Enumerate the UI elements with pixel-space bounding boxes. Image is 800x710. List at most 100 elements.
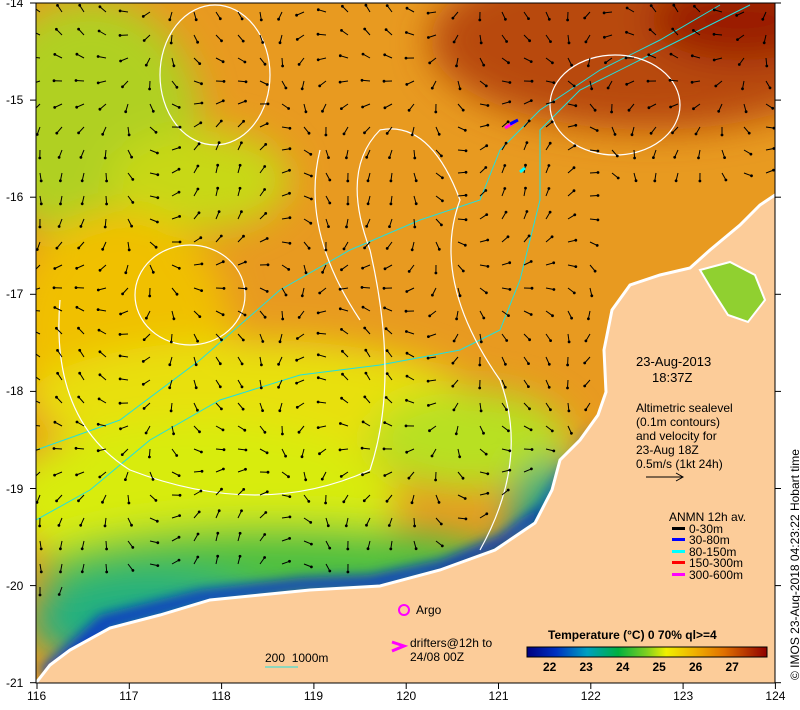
velocity-arrow-head (177, 266, 181, 270)
velocity-arrow-head (479, 409, 483, 413)
velocity-arrow-head (530, 467, 533, 471)
velocity-arrow-head (316, 400, 320, 404)
velocity-arrow-head (295, 381, 298, 385)
velocity-arrow-head (596, 171, 600, 174)
velocity-arrow-head (437, 132, 441, 136)
velocity-arrow-head (451, 384, 455, 388)
velocity-arrow-head (154, 245, 158, 249)
velocity-arrow-head (265, 490, 269, 494)
velocity-arrow-head (363, 131, 366, 135)
velocity-arrow-head (361, 105, 364, 109)
velocity-arrow-head (55, 395, 58, 399)
velocity-arrow-head (297, 63, 301, 66)
velocity-arrow-head (646, 79, 650, 83)
sealevel-contours (58, 4, 681, 551)
velocity-arrow-head (671, 131, 674, 135)
velocity-arrow-head (281, 432, 284, 436)
velocity-arrow-head (220, 487, 223, 491)
velocity-arrow-head (295, 38, 299, 41)
velocity-arrow-head (31, 424, 34, 427)
velocity-arrow-head (169, 41, 173, 45)
velocity-arrow-head (649, 4, 653, 7)
velocity-arrow-head (196, 408, 199, 412)
velocity-arrow-head (362, 499, 366, 503)
colorbar-tick-label: 27 (725, 660, 739, 674)
velocity-arrow-head (404, 309, 408, 313)
altimetry-line: and velocity for (636, 429, 717, 443)
velocity-arrow-head (259, 18, 263, 22)
velocity-arrow-head (346, 202, 350, 206)
velocity-arrow-head (127, 501, 131, 505)
velocity-arrow-head (413, 524, 416, 528)
velocity-arrow-head (458, 87, 462, 91)
velocity-arrow-head (169, 409, 173, 413)
depth-arrow-icon (672, 549, 685, 553)
velocity-arrow-head (295, 405, 299, 409)
velocity-arrow-head (461, 108, 465, 112)
velocity-arrow-head (451, 16, 455, 20)
velocity-arrow-head (504, 141, 508, 145)
velocity-arrow-head (297, 316, 301, 319)
drifters-line: drifters@12h to (410, 636, 493, 650)
velocity-arrow-head (263, 188, 266, 191)
velocity-arrow-head (55, 499, 58, 503)
velocity-arrow-head (479, 41, 483, 45)
velocity-arrow-head (341, 4, 344, 8)
lon-tick-label: 117 (119, 689, 139, 703)
velocity-arrow-head (259, 386, 263, 390)
velocity-arrow-head (74, 286, 78, 289)
anmn-mooring-arrows (504, 118, 526, 174)
altimetry-line: 0.5m/s (1kt 24h) (636, 457, 723, 471)
anmn-depth-label: 80-150m (689, 544, 737, 559)
velocity-arrow-head (485, 213, 489, 217)
velocity-arrow-head (341, 372, 344, 376)
velocity-arrow-head (196, 164, 200, 168)
velocity-arrow-head (241, 338, 245, 342)
argo-label: Argo (416, 603, 442, 617)
velocity-arrow-head (507, 314, 510, 317)
velocity-arrow-head (324, 248, 328, 252)
velocity-arrow-head (221, 260, 225, 264)
velocity-arrow-head (31, 329, 34, 332)
altimetry-line: 23-Aug 18Z (636, 443, 699, 457)
velocity-arrow-head (454, 432, 458, 436)
velocity-arrow-head (238, 163, 242, 167)
velocity-arrow-head (485, 512, 489, 516)
velocity-arrow-head (263, 430, 267, 434)
velocity-arrow-head (606, 86, 610, 90)
velocity-arrow-head (583, 384, 587, 388)
velocity-arrow-head (484, 166, 488, 169)
anmn-legend: ANMN 12h av. 0-30m 30-80m 80-150m 150-300m 3… (669, 511, 746, 581)
velocity-arrow-head (55, 27, 58, 31)
velocity-arrow-head (172, 64, 176, 68)
velocity-arrow-head (463, 497, 467, 500)
velocity-arrow-head (694, 132, 698, 136)
velocity-arrow-head (528, 338, 531, 342)
velocity-arrow-head (196, 187, 200, 191)
velocity-arrow-head (168, 386, 172, 390)
velocity-arrow-head (151, 478, 155, 481)
velocity-arrow-head (177, 190, 181, 194)
velocity-arrow-head (486, 472, 490, 476)
velocity-arrow-head (144, 431, 148, 435)
credit-text: © IMOS 23-Aug-2018 04:23:22 Hobart time (788, 449, 800, 680)
velocity-arrow-head (405, 450, 409, 454)
velocity-arrow-head (547, 385, 551, 389)
velocity-arrow-head (32, 351, 35, 354)
velocity-arrow-head (692, 29, 695, 32)
velocity-arrow-head (177, 106, 181, 109)
velocity-arrow-head (504, 362, 507, 366)
velocity-arrow-head (529, 428, 533, 432)
velocity-arrow (36, 471, 41, 477)
velocity-arrow-head (342, 132, 346, 136)
velocity-arrow-head (78, 348, 82, 352)
velocity-arrow-head (604, 61, 607, 65)
velocity-arrow-head (388, 156, 391, 160)
velocity-arrow-head (527, 234, 531, 238)
velocity-arrow-head (361, 52, 365, 56)
velocity-arrow-head (548, 210, 552, 214)
velocity-arrow-head (410, 133, 414, 137)
velocity-arrow-head (389, 547, 393, 551)
velocity-arrow-head (478, 386, 482, 390)
velocity-arrow-head (530, 79, 534, 83)
